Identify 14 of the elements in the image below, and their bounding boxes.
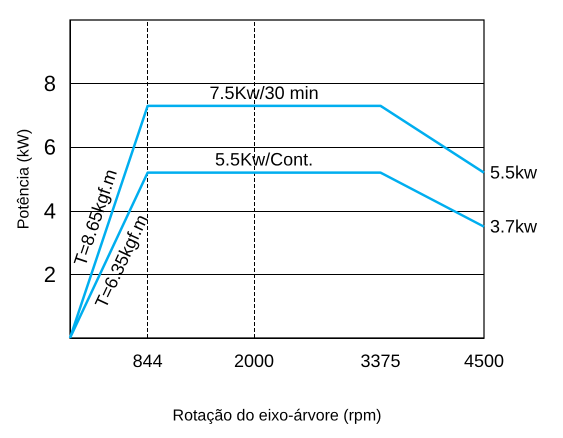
annotation: 5.5kw (490, 162, 538, 183)
y-axis-title: Potência (kW) (16, 128, 32, 230)
x-tick-label: 4500 (464, 351, 504, 371)
x-tick-label: 2000 (234, 351, 274, 371)
y-tick-label: 4 (44, 198, 56, 224)
series-label: 7.5Kw/30 min (210, 82, 319, 103)
x-tick-label: 844 (132, 351, 163, 371)
y-tick-label: 8 (44, 71, 56, 96)
y-tick-label: 2 (44, 262, 56, 287)
series-label: 5.5Kw/Cont. (215, 150, 314, 170)
x-tick-label: 3375 (360, 351, 401, 371)
x-axis-title: Rotação do eixo-árvore (rpm) (172, 408, 382, 424)
annotation: 3.7kw (490, 216, 538, 237)
y-tick-label: 6 (44, 134, 56, 160)
